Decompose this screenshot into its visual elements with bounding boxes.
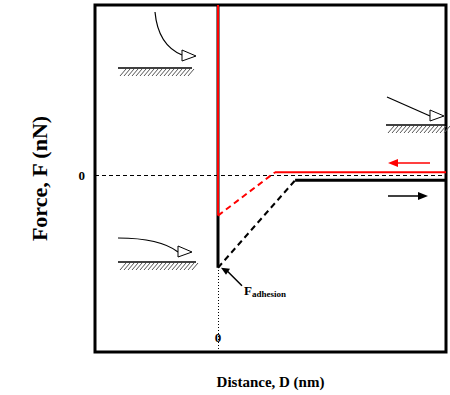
svg-text:Force, F (nN): Force, F (nN) — [27, 116, 52, 241]
svg-text:0: 0 — [79, 168, 86, 183]
svg-text:0: 0 — [214, 330, 222, 345]
svg-text:Distance, D (nm): Distance, D (nm) — [217, 374, 325, 391]
svg-text:adhesion: adhesion — [252, 289, 286, 299]
svg-text:F: F — [244, 283, 252, 298]
